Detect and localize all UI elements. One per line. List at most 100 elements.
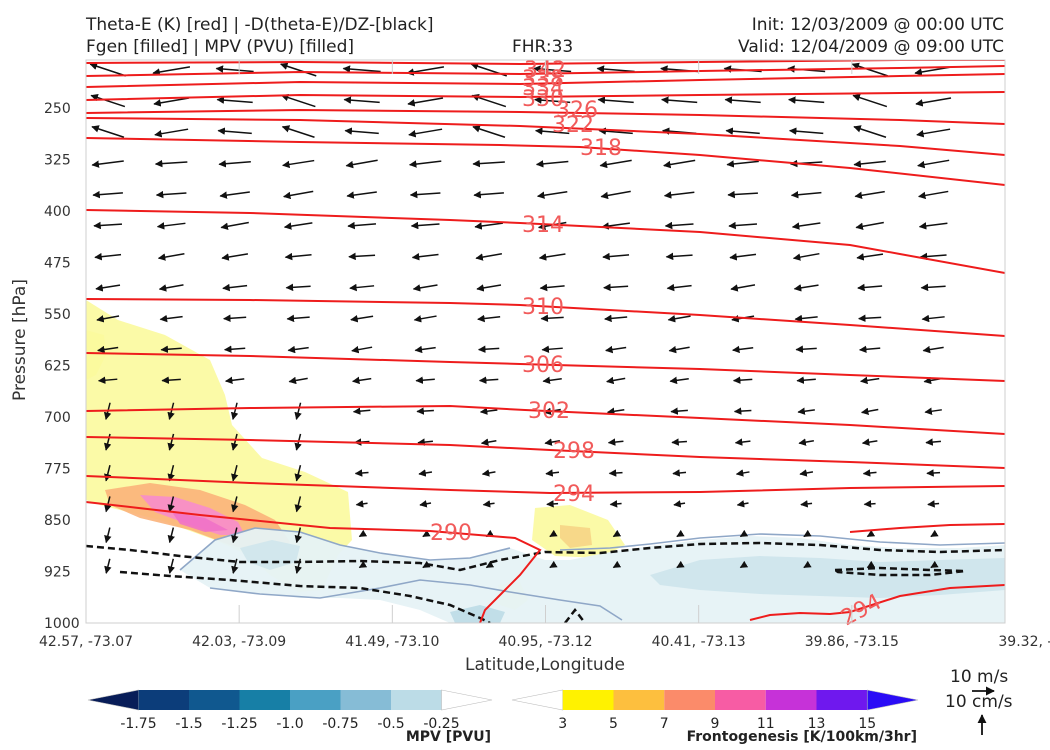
wind-vector [217, 127, 252, 135]
wind-vector [799, 469, 814, 477]
wind-vector [930, 529, 939, 538]
wind-vector [676, 560, 685, 569]
wind-vector [922, 345, 944, 354]
wind-vector [167, 527, 175, 544]
stability-contours [86, 541, 1005, 623]
wind-vector [666, 283, 692, 292]
wind-vector [284, 252, 312, 261]
colorbar-tick-label: -1.25 [221, 716, 257, 732]
wind-vector [478, 345, 500, 353]
wind-vector [351, 345, 373, 354]
colorbar-segment [340, 690, 391, 710]
x-tick-label: 41.49, -73.10 [345, 634, 439, 650]
wind-vector [216, 96, 253, 104]
wind-vector [535, 160, 569, 168]
wind-vector [539, 283, 565, 292]
wind-vector [858, 314, 882, 323]
wind-vector [414, 345, 436, 354]
wind-vector [921, 314, 945, 323]
wind-vector [541, 345, 563, 354]
wind-vector [231, 496, 239, 513]
theta-e-314 [86, 209, 1005, 274]
colorbar-tick-label: -0.75 [322, 716, 358, 732]
contour-label-326: 326 [556, 98, 598, 123]
wind-vector [671, 438, 687, 446]
wind-vector [670, 407, 688, 415]
wind-vector [94, 252, 122, 261]
contour-label-306: 306 [522, 353, 564, 378]
colorbar-tick-label: -0.5 [377, 716, 404, 732]
fgen-area-yellow-4 [86, 330, 106, 380]
contour-label-330: 330 [522, 87, 564, 112]
wind-vector [91, 125, 125, 138]
wind-vector [89, 62, 126, 77]
wind-vector [549, 560, 558, 569]
wind-vector [294, 464, 302, 482]
plot-fill-layer [86, 300, 1005, 623]
wind-vector [927, 500, 940, 508]
wind-vector [282, 159, 315, 169]
wind-vector [853, 160, 886, 168]
wind-vector [607, 438, 624, 446]
wind-vector [866, 529, 876, 538]
contour-labels: 342 338 334 330 326 322 318 314 310 306 … [430, 58, 886, 631]
contour-label-310: 310 [522, 295, 564, 320]
contour-label-338: 338 [522, 67, 564, 92]
theta-e-290 [86, 501, 542, 623]
wind-vector [475, 252, 503, 261]
wind-vector [223, 314, 247, 323]
colorbar-segment [866, 689, 919, 711]
wind-vector [724, 96, 761, 104]
wind-vector [924, 407, 942, 415]
wind-vector [285, 283, 311, 292]
wind-vector [416, 407, 434, 415]
wind-vector [476, 284, 502, 292]
wind-vector [280, 93, 316, 108]
wind-vector [735, 469, 750, 477]
title-line-2: Fgen [filled] | MPV (PVU) [filled] [86, 37, 355, 57]
x-axis-ticks: 42.57, -73.07 42.03, -73.09 41.49, -73.10 4… [39, 60, 1050, 650]
wind-vector [538, 253, 566, 261]
theta-e-294-low [749, 584, 1005, 621]
wind-vector [667, 315, 691, 323]
wind-vector [536, 191, 568, 199]
y-axis-ticks: 250 325 400 475 550 625 700 775 850 925 1000 [44, 101, 80, 632]
wind-ref-horizontal-label: 10 m/s [950, 667, 1008, 687]
colorbar-segment [765, 690, 817, 710]
wind-vector [477, 314, 501, 323]
colorbar-tick-label: 13 [808, 716, 826, 732]
wind-vector [343, 96, 380, 104]
wind-vector [156, 222, 186, 230]
wind-vector [729, 253, 757, 261]
wind-vector [358, 560, 368, 569]
wind-vector [803, 529, 812, 538]
wind-vector [472, 159, 505, 168]
wind-vector [663, 159, 696, 169]
colorbar-tick-label: -1.5 [175, 716, 202, 732]
wind-vector [794, 314, 818, 323]
wind-vector [549, 529, 558, 538]
y-tick-label: 850 [44, 513, 71, 529]
wind-vector [222, 283, 248, 292]
theta-e-290-right [849, 523, 1005, 533]
wind-vector [230, 402, 239, 420]
y-tick-label: 400 [44, 204, 71, 220]
wind-vector [798, 438, 814, 446]
fgen-area-yellow [86, 300, 352, 592]
mpv-colorbar: -1.75 -1.5 -1.25 -1.0 -0.75 -0.5 -0.25 [87, 689, 493, 732]
x-tick-label: 42.57, -73.07 [39, 634, 133, 650]
colorbar-segment [664, 690, 715, 710]
y-axis-label: Pressure [hPa] [10, 279, 30, 401]
wind-vector [792, 252, 820, 261]
wind-vector [408, 128, 443, 138]
wind-vector [294, 496, 302, 513]
wind-vector [157, 253, 185, 261]
wind-vector [726, 160, 759, 168]
wind-vector [533, 65, 572, 73]
wind-vector [676, 529, 685, 538]
wind-vector [160, 345, 182, 353]
wind-vector [474, 222, 503, 230]
wind-vector [852, 93, 888, 108]
wind-vector [672, 469, 687, 477]
